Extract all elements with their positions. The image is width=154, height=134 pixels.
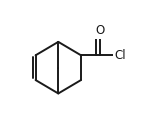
Text: O: O	[95, 24, 104, 37]
Text: Cl: Cl	[114, 49, 126, 62]
